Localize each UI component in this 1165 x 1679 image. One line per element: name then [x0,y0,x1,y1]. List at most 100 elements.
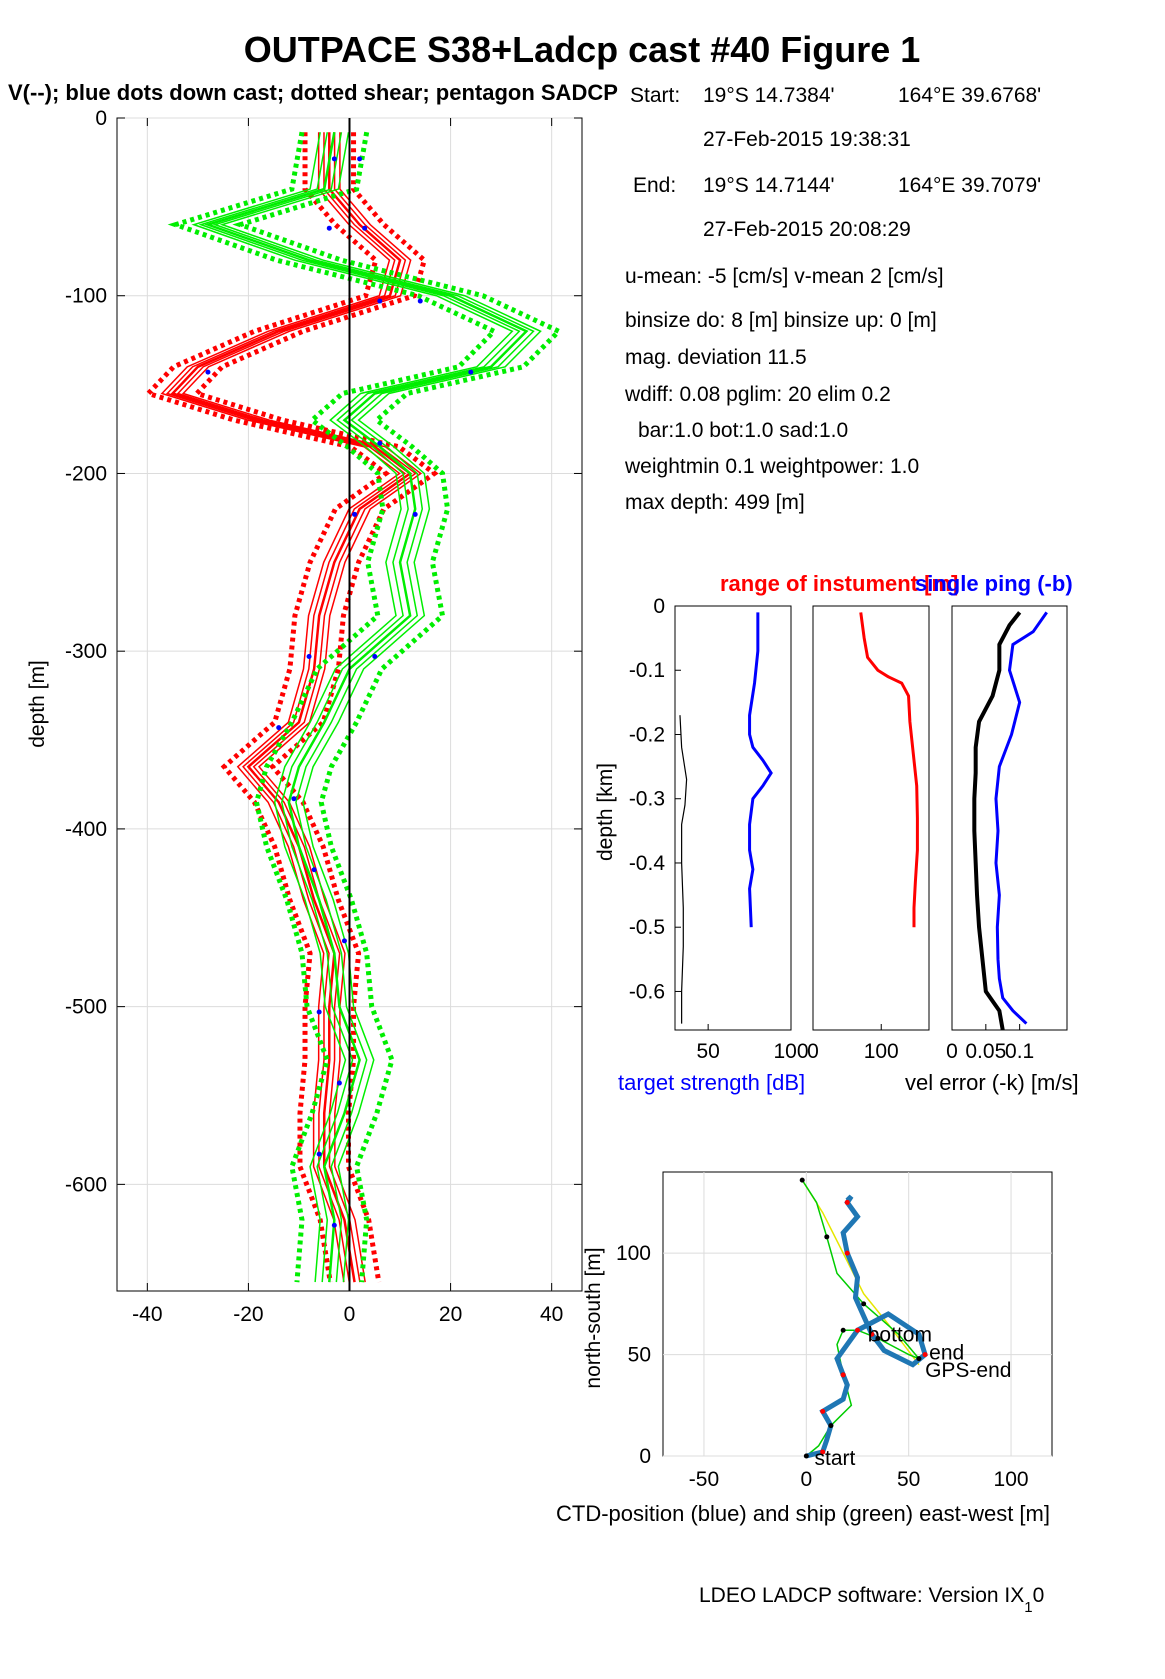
down-cast-dot [377,298,383,304]
pos-x-tick-label: 0 [800,1468,812,1491]
panel-ylabel: depth [km] [594,763,617,861]
annotation-bottom: bottom [868,1323,932,1346]
x-tick-label: 40 [540,1303,563,1326]
ctd-marker [922,1352,928,1358]
end-label: End: [633,174,676,197]
end-lat: 19°S 14.7144' [703,174,835,197]
annotation-gps-end: GPS-end [925,1359,1011,1382]
x-tick-label: 0 [344,1303,356,1326]
end-time: 27-Feb-2015 20:08:29 [703,218,911,241]
software-version-main: LDEO LADCP software: Version IX [699,1584,1024,1607]
y-tick-label: -100 [65,285,107,308]
pos-x-tick-label: -50 [689,1468,719,1491]
bar-weights: bar:1.0 bot:1.0 sad:1.0 [638,419,848,442]
y-tick-label: -200 [65,462,107,485]
panel-series-line [994,611,1048,1025]
ctd-marker [844,1199,850,1205]
v-profile [212,132,535,1283]
track-marker [916,1356,922,1362]
software-version-tail: 0 [1033,1584,1045,1607]
y-tick-label: -600 [65,1173,107,1196]
track-marker [828,1423,834,1429]
end-lon: 164°E 39.7079' [898,174,1041,197]
panel-y-tick-label: -0.6 [629,980,665,1003]
mag-deviation: mag. deviation 11.5 [625,346,807,369]
down-cast-dot [205,369,211,375]
panel-y-tick-label: -0.4 [629,852,666,875]
ctd-marker [820,1408,826,1414]
start-label: Start: [630,84,680,107]
pos-y-tick-label: 50 [628,1344,651,1367]
v-profile [219,132,542,1283]
range-panel: 0 100 [807,605,930,1063]
panel-x-tick-label: 100 [864,1040,899,1063]
target-strength-panel: 50 100 0 -0.1 -0.2 -0.3 -0.4 -0.5 -0.6 [629,595,809,1063]
down-cast-dot [311,867,317,873]
pos-y-tick-label: 100 [616,1242,651,1265]
down-cast-dot [291,796,297,802]
vel-error-panel: 0 0.050.1 [946,605,1068,1063]
v-profile [198,132,521,1283]
wdiff: wdiff: 0.08 pglim: 20 elim 0.2 [624,383,891,406]
weight: weightmin 0.1 weightpower: 1.0 [624,455,919,478]
ctd-marker [820,1449,826,1455]
v-profile [191,132,514,1283]
panel-series-line [679,715,688,1024]
velocity-ticks: -40 -20 0 20 400-100-200-300-400-500-600 [65,107,582,1326]
down-cast-dot [341,938,347,944]
u-profile [165,132,407,1283]
panel-y-tick-label: -0.3 [629,788,665,811]
means: u-mean: -5 [cm/s] v-mean 2 [cm/s] [625,265,944,288]
panel-frame [674,605,792,1031]
down-cast-dot [316,1151,322,1157]
velocity-dots [205,156,474,1228]
annotation-end: end [929,1342,964,1365]
down-cast-dot [362,225,368,231]
start-lat: 19°S 14.7384' [703,84,835,107]
start-time: 27-Feb-2015 19:38:31 [703,128,911,151]
panel-y-tick-label: -0.5 [629,916,665,939]
ctd-marker [844,1250,850,1256]
ctd-marker [869,1331,875,1337]
position-ylabel: north-south [m] [582,1247,605,1388]
velocity-ylabel: depth [m] [26,660,49,748]
panel-series-line [859,612,919,928]
v-shear-low [167,131,499,1283]
panel-series-line [748,612,773,928]
v-profile [203,131,529,1283]
software-version: LDEO LADCP software: Version IX10 [699,1584,1044,1616]
y-tick-label: -400 [65,818,107,841]
pos-x-tick-label: 50 [897,1468,920,1491]
x-tick-label: -20 [233,1303,263,1326]
cast-info: Start: 19°S 14.7384' 164°E 39.6768' 27-F… [624,84,1041,514]
y-tick-label: -500 [65,996,107,1019]
track-marker [840,1327,846,1333]
range-title: range of instument [m] [720,571,958,596]
u-profile [176,132,417,1283]
velocity-profile-chart: -40 -20 0 20 400-100-200-300-400-500-600 dep… [26,107,583,1326]
y-tick-label: 0 [95,107,107,130]
panel-y-tick-label: -0.1 [629,659,665,682]
panel-x-tick-label: 100 [773,1040,808,1063]
v-shear-high [232,131,564,1283]
start-lon: 164°E 39.6768' [898,84,1041,107]
track-marker [803,1453,809,1459]
down-cast-dot [377,440,383,446]
down-cast-dot [352,511,358,517]
panel-y-tick-label: -0.2 [629,723,665,746]
down-cast-dot [336,1080,342,1086]
down-cast-dot [412,511,418,517]
panel-x-tick-label: 50 [696,1040,719,1063]
ctd-marker [855,1327,860,1333]
down-cast-dot [331,1222,337,1228]
panel-x-tick-label: 0 [807,1040,819,1063]
track-marker [875,1335,881,1341]
u-profile [170,132,413,1283]
track-marker [861,1301,867,1307]
track-marker [824,1234,830,1240]
down-cast-dot [316,1009,322,1015]
down-cast-dot [331,156,337,162]
x-tick-label: -40 [132,1303,162,1326]
